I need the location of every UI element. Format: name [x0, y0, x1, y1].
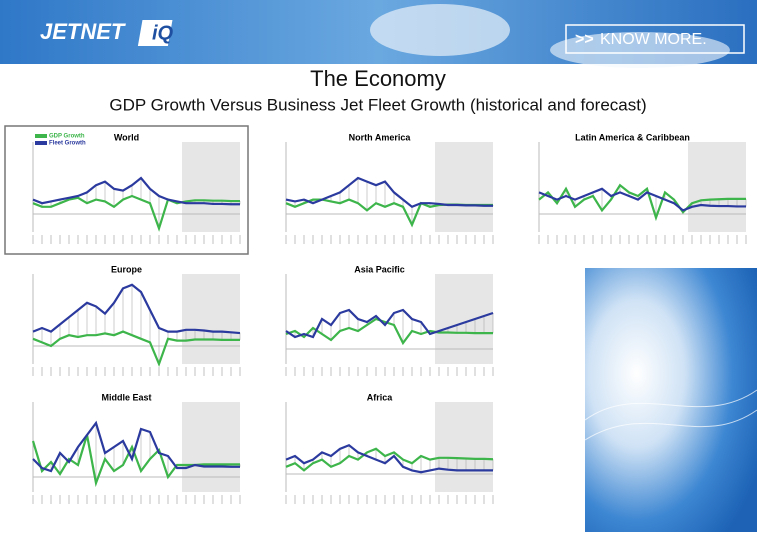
chart-title: Europe	[111, 264, 142, 274]
legend-label: Fleet Growth	[49, 141, 86, 147]
chart-title: Asia Pacific	[354, 264, 405, 274]
series-line	[285, 308, 494, 339]
series-line	[285, 317, 493, 346]
chart-title: Africa	[367, 392, 394, 402]
forecast-shade	[182, 142, 240, 232]
logo: JETNET	[40, 19, 126, 44]
button-arrows: >>	[575, 31, 594, 48]
chart-title: World	[114, 132, 139, 142]
series-line	[538, 187, 746, 212]
series-line	[32, 194, 240, 232]
button-label[interactable]: KNOW MORE.	[600, 31, 707, 48]
chart-frame	[4, 125, 249, 255]
series-line	[32, 176, 240, 206]
legend-label: GDP Growth	[49, 134, 85, 140]
series-line	[285, 447, 494, 472]
series-line	[32, 330, 240, 368]
forecast-shade	[435, 142, 493, 232]
subtitle: GDP Growth Versus Business Jet Fleet Gro…	[109, 95, 646, 114]
series-line	[285, 443, 493, 474]
series-line	[538, 183, 746, 222]
forecast-shade	[182, 274, 240, 364]
chart-title: Middle East	[101, 392, 151, 402]
forecast-shade	[435, 402, 493, 492]
legend-swatch	[35, 141, 47, 145]
chart-title: North America	[349, 132, 412, 142]
series-line	[32, 420, 240, 473]
logo-badge: iQ	[152, 22, 174, 44]
know-more-button[interactable]	[565, 24, 745, 54]
header-cloud	[550, 32, 730, 68]
forecast-shade	[435, 274, 493, 364]
title: The Economy	[310, 66, 446, 91]
cloud-curves	[584, 389, 757, 441]
forecast-shade	[688, 142, 746, 232]
cloud-image	[585, 268, 757, 532]
header-cloud	[370, 4, 510, 56]
series-line	[285, 176, 493, 209]
forecast-shade	[182, 402, 240, 492]
logo-badge-box	[137, 20, 173, 46]
legend-swatch	[35, 134, 47, 138]
series-line	[32, 283, 241, 335]
chart-title: Latin America & Caribbean	[575, 132, 690, 142]
